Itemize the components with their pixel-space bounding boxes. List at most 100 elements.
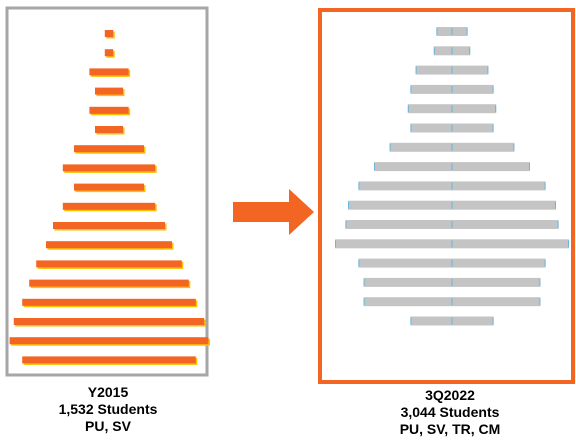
- right-bar-right-half: [452, 258, 546, 268]
- right-bar-edge-mark: [374, 163, 375, 171]
- left-bar: [22, 298, 196, 306]
- right-bar-edge-mark: [544, 182, 546, 190]
- left-bar: [89, 106, 129, 114]
- right-bar-right-half: [452, 297, 541, 307]
- right-bar-right-half: [452, 220, 559, 229]
- right-bar-left-half: [410, 123, 452, 133]
- right-bar-left-half: [410, 316, 452, 326]
- right-bar-right-half: [452, 46, 471, 56]
- left-bar: [95, 126, 123, 133]
- right-bar-edge-mark: [415, 66, 417, 74]
- left-bar: [62, 202, 156, 210]
- right-bar-edge-mark: [433, 47, 435, 55]
- right-bar-edge-mark: [363, 298, 365, 306]
- right-bar-right-half: [452, 65, 489, 75]
- right-bar-left-half: [410, 84, 452, 94]
- right-bar-left-half: [433, 46, 452, 56]
- right-bar-right-half: [452, 239, 569, 249]
- right-bar-edge-mark: [513, 143, 515, 151]
- right-bar-left-half: [363, 297, 452, 307]
- right-bar-edge-mark: [451, 201, 453, 209]
- right-bar-edge-mark: [407, 105, 409, 113]
- right-bar-edge-mark: [492, 124, 494, 132]
- right-bar-edge-mark: [451, 124, 453, 132]
- right-bar-edge-mark: [410, 317, 412, 325]
- right-bar-edge-mark: [451, 182, 453, 190]
- right-bar-edge-mark: [451, 85, 453, 93]
- left-caption-student-count: 1,532 Students: [58, 401, 158, 417]
- right-bar-edge-mark: [358, 259, 360, 267]
- right-caption-campuses: PU, SV, TR, CM: [399, 421, 501, 437]
- left-caption-period: Y2015: [87, 384, 129, 400]
- right-bar-edge-mark: [568, 240, 569, 248]
- right-bar-edge-mark: [492, 317, 494, 325]
- right-bar-left-half: [345, 220, 452, 229]
- left-caption-campuses: PU, SV: [85, 418, 131, 434]
- right-bar-edge-mark: [539, 298, 541, 306]
- right-pyramid-bars: [335, 27, 569, 326]
- right-bar-edge-mark: [451, 105, 453, 113]
- left-bar: [13, 318, 205, 325]
- right-bar-left-half: [348, 200, 452, 210]
- right-bar-right-half: [452, 200, 556, 210]
- right-caption-student-count: 3,044 Students: [400, 404, 500, 420]
- left-bar: [104, 30, 114, 37]
- right-bar-right-half: [452, 162, 530, 172]
- right-bar-edge-mark: [348, 201, 349, 209]
- right-bar-right-half: [452, 123, 494, 133]
- right-bar-edge-mark: [469, 47, 471, 55]
- left-bar: [9, 337, 209, 345]
- right-bar-edge-mark: [529, 163, 530, 171]
- left-bar: [36, 260, 182, 268]
- right-bar-edge-mark: [363, 278, 365, 286]
- right-bar-edge-mark: [466, 28, 468, 35]
- left-pyramid-bars: [9, 30, 210, 365]
- right-bar-right-half: [452, 104, 497, 114]
- left-panel-caption: Y2015 1,532 Students PU, SV: [38, 384, 178, 435]
- right-bar-edge-mark: [544, 259, 546, 267]
- right-bar-edge-mark: [539, 278, 541, 286]
- right-bar-left-half: [415, 65, 452, 75]
- right-bar-edge-mark: [451, 221, 453, 228]
- left-bar: [74, 145, 144, 153]
- transition-arrow-icon: [233, 189, 314, 235]
- right-bar-edge-mark: [495, 105, 497, 113]
- right-bar-left-half: [358, 258, 452, 268]
- left-bar: [29, 279, 189, 287]
- right-bar-right-half: [452, 142, 515, 152]
- right-bar-edge-mark: [410, 85, 412, 93]
- right-bar-right-half: [452, 316, 494, 326]
- right-bar-edge-mark: [451, 66, 453, 74]
- right-bar-left-half: [436, 27, 452, 36]
- right-bar-left-half: [407, 104, 452, 114]
- left-bar: [22, 356, 196, 364]
- right-bar-left-half: [358, 181, 452, 191]
- right-bar-right-half: [452, 181, 546, 191]
- right-bar-left-half: [389, 142, 452, 152]
- right-bar-edge-mark: [451, 278, 453, 286]
- right-bar-edge-mark: [436, 28, 438, 35]
- right-bar-edge-mark: [555, 201, 556, 209]
- left-bar: [53, 222, 165, 229]
- right-panel-caption: 3Q2022 3,044 Students PU, SV, TR, CM: [380, 387, 520, 438]
- right-bar-right-half: [452, 27, 468, 36]
- left-bar: [62, 164, 156, 172]
- left-bar: [95, 87, 123, 95]
- left-bar: [46, 241, 172, 249]
- right-bar-edge-mark: [451, 259, 453, 267]
- right-bar-edge-mark: [451, 28, 453, 35]
- right-bar-edge-mark: [557, 221, 559, 228]
- right-bar-edge-mark: [358, 182, 360, 190]
- right-bar-left-half: [335, 239, 452, 249]
- right-bar-edge-mark: [487, 66, 489, 74]
- right-bar-edge-mark: [451, 163, 453, 171]
- right-bar-edge-mark: [451, 298, 453, 306]
- left-bar: [74, 183, 144, 191]
- right-bar-edge-mark: [492, 85, 494, 93]
- right-bar-left-half: [374, 162, 452, 172]
- left-bar: [89, 68, 129, 76]
- right-caption-period: 3Q2022: [425, 387, 475, 403]
- right-bar-edge-mark: [410, 124, 412, 132]
- right-bar-right-half: [452, 277, 541, 287]
- right-bar-edge-mark: [451, 240, 453, 248]
